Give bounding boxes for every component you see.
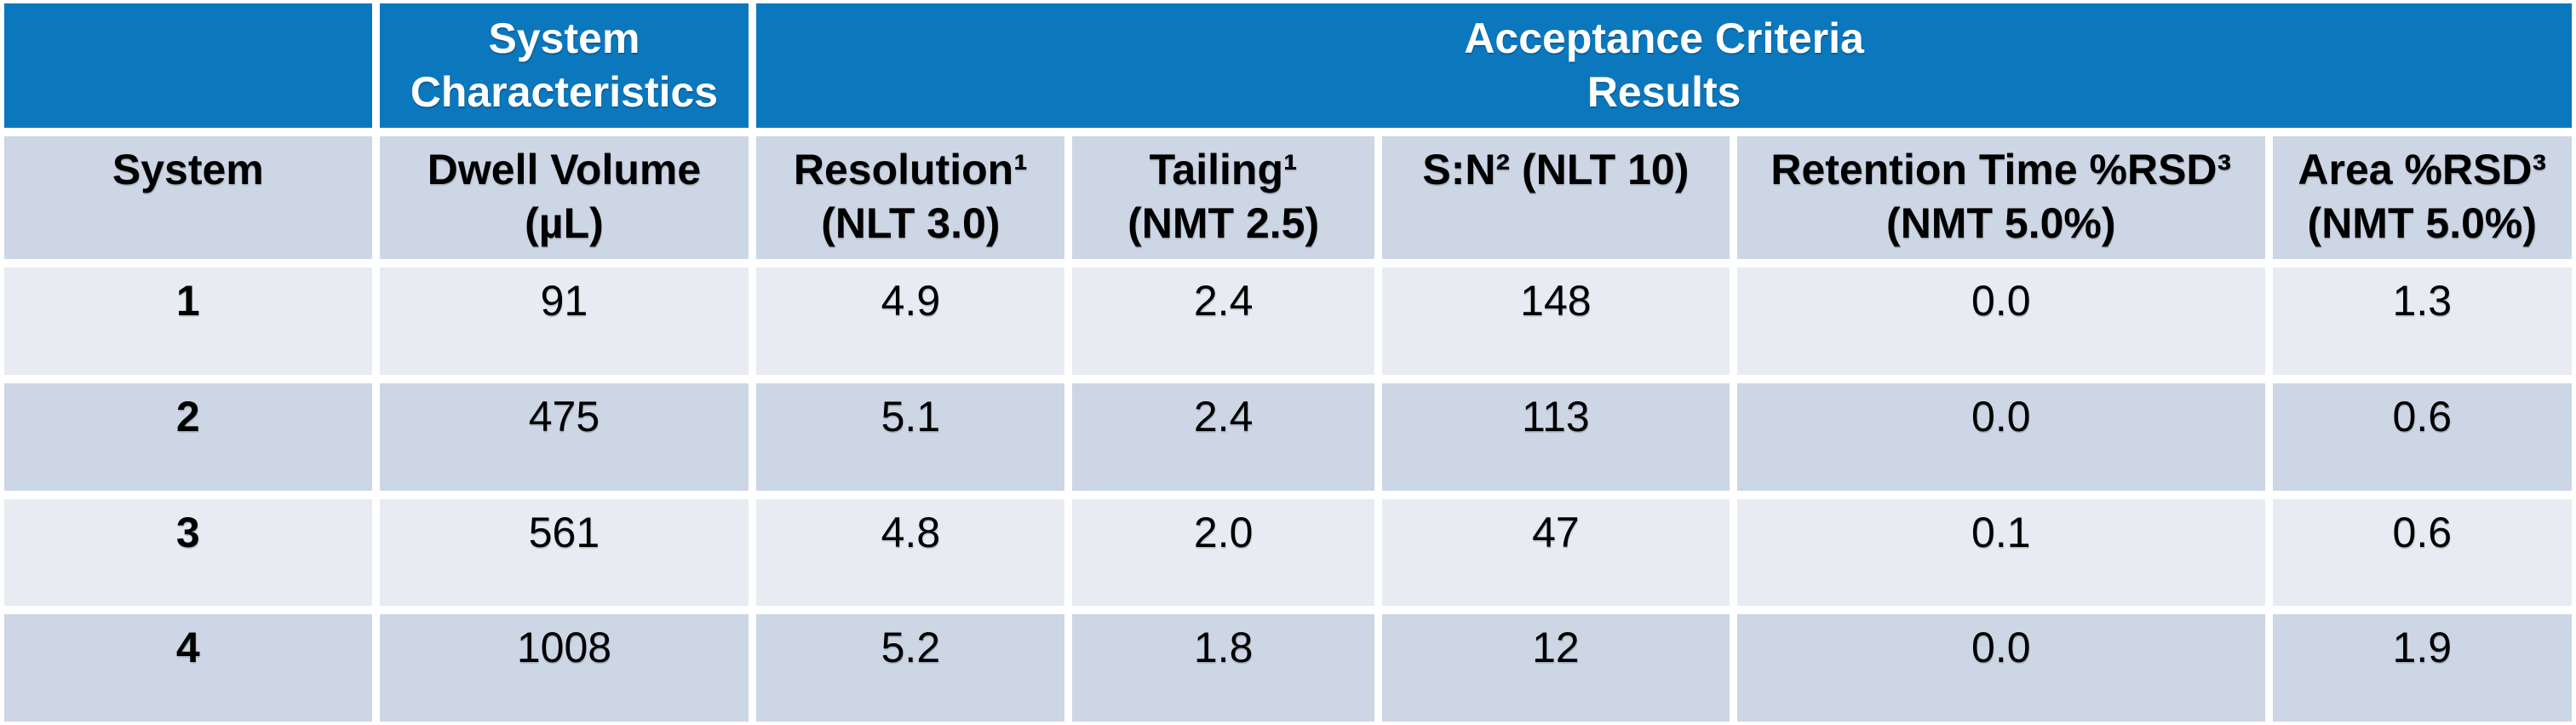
table-cell: 47 [1381, 498, 1730, 607]
table-cell: 0.0 [1736, 268, 2265, 375]
table-cell: 1.3 [2272, 268, 2572, 375]
table-cell: 475 [379, 383, 749, 491]
table-cell: 0.0 [1736, 383, 2265, 491]
col-header-dwell-volume: Dwell Volume (µL) [379, 135, 749, 260]
table-cell: 2.0 [1072, 498, 1374, 607]
title-cell-acceptance-criteria-results: Acceptance Criteria Results [756, 3, 2572, 128]
table-cell: 561 [379, 498, 749, 607]
table-cell: 0.6 [2272, 498, 2572, 607]
table-cell: 2 [4, 383, 372, 491]
table-cell: 0.6 [2272, 383, 2572, 491]
col-header-area-rsd: Area %RSD³ (NMT 5.0%) [2272, 135, 2572, 260]
table-cell: 113 [1381, 383, 1730, 491]
table-cell: 1 [4, 268, 372, 375]
table-cell: 4.8 [756, 498, 1065, 607]
col-header-retention-time-rsd: Retention Time %RSD³ (NMT 5.0%) [1736, 135, 2265, 260]
table-cell: 91 [379, 268, 749, 375]
table-cell: 5.1 [756, 383, 1065, 491]
table-cell: 1.8 [1072, 614, 1374, 722]
table-cell: 3 [4, 498, 372, 607]
col-header-resolution: Resolution¹ (NLT 3.0) [756, 135, 1065, 260]
table-cell: 148 [1381, 268, 1730, 375]
table-cell: 12 [1381, 614, 1730, 722]
table-cell: 1.9 [2272, 614, 2572, 722]
title-cell-blank [4, 3, 372, 128]
col-header-signal-to-noise: S:N² (NLT 10) [1381, 135, 1730, 260]
table-cell: 4.9 [756, 268, 1065, 375]
title-cell-system-characteristics: System Characteristics [379, 3, 749, 128]
col-header-tailing: Tailing¹ (NMT 2.5) [1072, 135, 1374, 260]
table-cell: 2.4 [1072, 268, 1374, 375]
table-cell: 1008 [379, 614, 749, 722]
col-header-system: System [4, 135, 372, 260]
table-cell: 2.4 [1072, 383, 1374, 491]
table-cell: 0.0 [1736, 614, 2265, 722]
table-cell: 4 [4, 614, 372, 722]
table-cell: 0.1 [1736, 498, 2265, 607]
table-cell: 5.2 [756, 614, 1065, 722]
